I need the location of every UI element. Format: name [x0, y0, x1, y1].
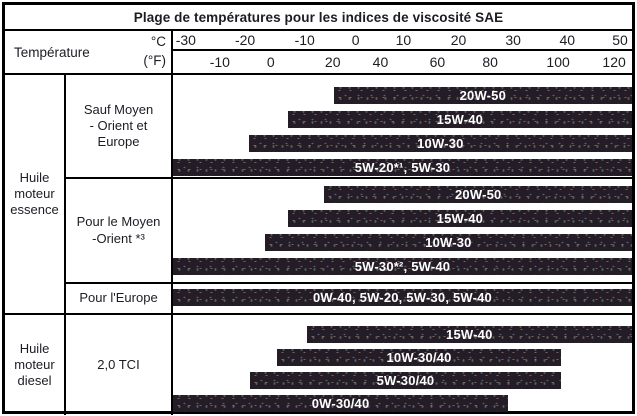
celsius-tick: -30: [175, 32, 196, 48]
temperature-header-cell: Température °C (°F): [5, 31, 173, 73]
celsius-tick: 0: [351, 32, 360, 48]
viscosity-bar: 20W-50: [324, 186, 632, 203]
section-sauf-moyen-orient-europe: Sauf Moyen - Orient et Europe 20W-50 15W…: [66, 75, 632, 177]
table-body: Huile moteur essence Huile moteur diesel…: [5, 75, 632, 415]
bar-label: 20W-50: [459, 88, 507, 103]
group-label-essence: Huile moteur essence: [10, 169, 59, 218]
viscosity-bar: 15W-40: [287, 210, 632, 227]
viscosity-bar: 10W-30: [248, 135, 632, 152]
celsius-tick: 20: [450, 32, 467, 48]
temperature-label: Température: [14, 44, 90, 60]
viscosity-bar: 5W-30/40: [249, 372, 562, 389]
section-europe: Pour l'Europe 0W-40, 5W-20, 5W-30, 5W-40: [66, 282, 632, 313]
bar-row: 5W-30*², 5W-40: [173, 258, 632, 275]
viscosity-bar: 15W-40: [287, 111, 632, 128]
fahrenheit-tick: 120: [602, 54, 626, 70]
celsius-unit-label: °C: [150, 34, 166, 49]
fahrenheit-unit-label: (°F): [143, 53, 166, 68]
bar-label: 10W-30: [417, 136, 464, 151]
bar-label: 5W-30*², 5W-40: [354, 259, 451, 274]
celsius-tick: 50: [612, 32, 628, 48]
bar-area: 20W-50 15W-40 10W-30: [173, 75, 632, 177]
celsius-tick: 10: [395, 32, 412, 48]
section-diesel-tci: 2,0 TCI 15W-40 10W-30/40: [66, 313, 632, 415]
bar-label: 10W-30/40: [386, 350, 452, 365]
bar-area: 15W-40 10W-30/40 5W-30/40: [173, 315, 632, 415]
unit-column: °C (°F): [129, 31, 171, 73]
viscosity-bar: 15W-40: [306, 326, 632, 343]
fahrenheit-tick: 60: [429, 54, 446, 70]
bar-label: 15W-40: [436, 112, 484, 127]
fahrenheit-tick: 40: [372, 54, 389, 70]
fahrenheit-tick: 0: [266, 54, 275, 70]
chart-rows: Sauf Moyen - Orient et Europe 20W-50 15W…: [66, 75, 632, 415]
bar-row: 20W-50: [173, 186, 632, 203]
fahrenheit-tick: 20: [324, 54, 341, 70]
bar-label: 10W-30: [425, 235, 472, 250]
section-label: 2,0 TCI: [66, 315, 173, 415]
viscosity-bar: 5W-20*¹, 5W-30: [173, 159, 632, 176]
bar-row: 5W-20*¹, 5W-30: [173, 159, 632, 176]
celsius-tick: -20: [234, 32, 256, 48]
viscosity-bar: 5W-30*², 5W-40: [173, 258, 632, 275]
bar-row: 5W-30/40: [173, 372, 632, 389]
group-label-diesel: Huile moteur diesel: [5, 313, 64, 415]
bar-row: 10W-30: [173, 234, 632, 251]
bar-row: 10W-30/40: [173, 349, 632, 366]
fahrenheit-tick: 100: [546, 54, 570, 70]
bar-label: 5W-30/40: [376, 373, 435, 388]
section-label: Sauf Moyen - Orient et Europe: [66, 75, 173, 177]
oil-type-column: Huile moteur essence Huile moteur diesel: [5, 75, 66, 415]
bar-area: 20W-50 15W-40 10W-30: [173, 179, 632, 282]
bar-row: 10W-30: [173, 135, 632, 152]
celsius-tick: 30: [505, 32, 521, 48]
celsius-scale-row: -30 -20 -10 0 10 20 30 40 50: [173, 31, 632, 51]
bar-row: 0W-40, 5W-20, 5W-30, 5W-40: [173, 289, 632, 306]
viscosity-bar: 0W-30/40: [173, 395, 509, 412]
celsius-tick: 40: [559, 32, 576, 48]
axis-header: Température °C (°F) -30 -20 -10 0 10 20 …: [5, 31, 632, 75]
bar-label: 20W-50: [455, 187, 502, 202]
fahrenheit-tick: -10: [209, 54, 230, 70]
bar-label: 0W-30/40: [311, 396, 370, 411]
page-title: Plage de températures pour les indices d…: [5, 5, 632, 31]
bar-label: 15W-40: [436, 211, 484, 226]
bar-row: 20W-50: [173, 87, 632, 104]
section-moyen-orient: Pour le Moyen -Orient *³ 20W-50 15W-40: [66, 177, 632, 282]
temperature-scale: -30 -20 -10 0 10 20 30 40 50 -10 0 20 40…: [173, 31, 632, 73]
celsius-tick: -10: [294, 32, 315, 48]
bar-area: 0W-40, 5W-20, 5W-30, 5W-40: [173, 284, 632, 313]
bar-label: 15W-40: [446, 327, 493, 342]
fahrenheit-tick: 80: [482, 54, 498, 70]
viscosity-bar: 10W-30: [264, 234, 632, 251]
section-label: Pour le Moyen -Orient *³: [66, 179, 173, 282]
bar-label: 0W-40, 5W-20, 5W-30, 5W-40: [313, 290, 492, 305]
fahrenheit-scale-row: -10 0 20 40 60 80 100 120: [173, 53, 632, 73]
section-label: Pour l'Europe: [66, 284, 173, 313]
viscosity-bar: 0W-40, 5W-20, 5W-30, 5W-40: [173, 289, 632, 306]
bar-row: 0W-30/40: [173, 395, 632, 412]
viscosity-bar: 10W-30/40: [276, 349, 562, 366]
bar-row: 15W-40: [173, 210, 632, 227]
bar-row: 15W-40: [173, 326, 632, 343]
bar-row: 15W-40: [173, 111, 632, 128]
viscosity-bar: 20W-50: [333, 87, 632, 104]
bar-label: 5W-20*¹, 5W-30: [354, 160, 451, 175]
